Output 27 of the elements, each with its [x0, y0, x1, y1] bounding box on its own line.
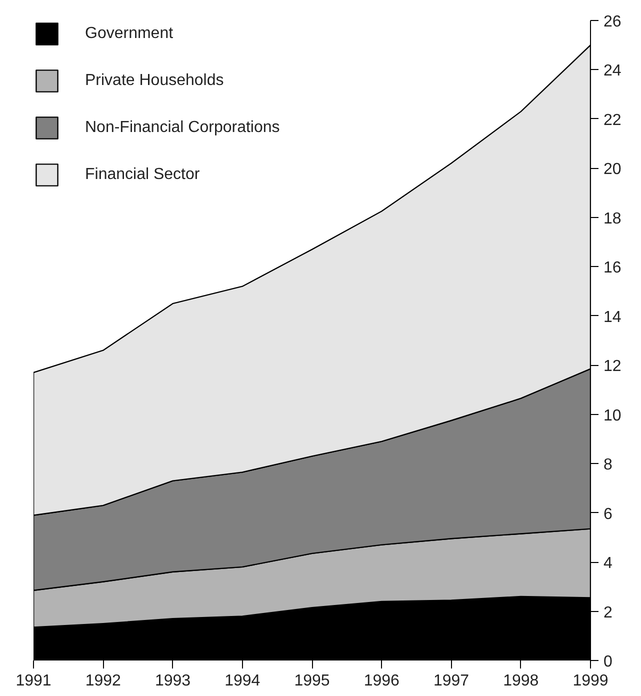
y-tick-label: 20 [604, 161, 622, 178]
y-tick-label: 10 [604, 407, 622, 424]
y-tick-label: 16 [604, 260, 622, 277]
y-tick-label: 22 [604, 112, 622, 129]
y-tick-label: 24 [604, 62, 622, 80]
legend-label: Non-Financial Corporations [85, 118, 280, 136]
y-tick-label: 4 [604, 555, 612, 572]
x-tick-label: 1994 [224, 672, 260, 690]
x-tick-label: 1999 [572, 672, 608, 690]
x-tick-label: 1995 [294, 672, 330, 690]
x-tick-label: 1998 [503, 672, 539, 690]
legend-label: Financial Sector [85, 166, 200, 184]
y-tick-label: 6 [604, 506, 612, 523]
y-tick-label: 12 [604, 358, 622, 376]
x-tick-label: 1992 [85, 672, 122, 690]
x-tick-label: 1991 [16, 672, 52, 690]
x-tick-label: 1997 [433, 672, 470, 690]
y-tick-label: 0 [604, 654, 612, 670]
x-tick-label: 1993 [154, 672, 191, 690]
y-tick-label: 18 [604, 210, 622, 228]
legend-label: Government [85, 24, 174, 42]
legend-label: Private Households [85, 72, 224, 90]
x-tick-label: 1996 [364, 672, 400, 690]
y-tick-label: 14 [604, 308, 622, 326]
y-tick-label: 26 [604, 14, 622, 30]
y-tick-label: 8 [604, 456, 612, 474]
y-tick-label: 2 [604, 604, 612, 622]
